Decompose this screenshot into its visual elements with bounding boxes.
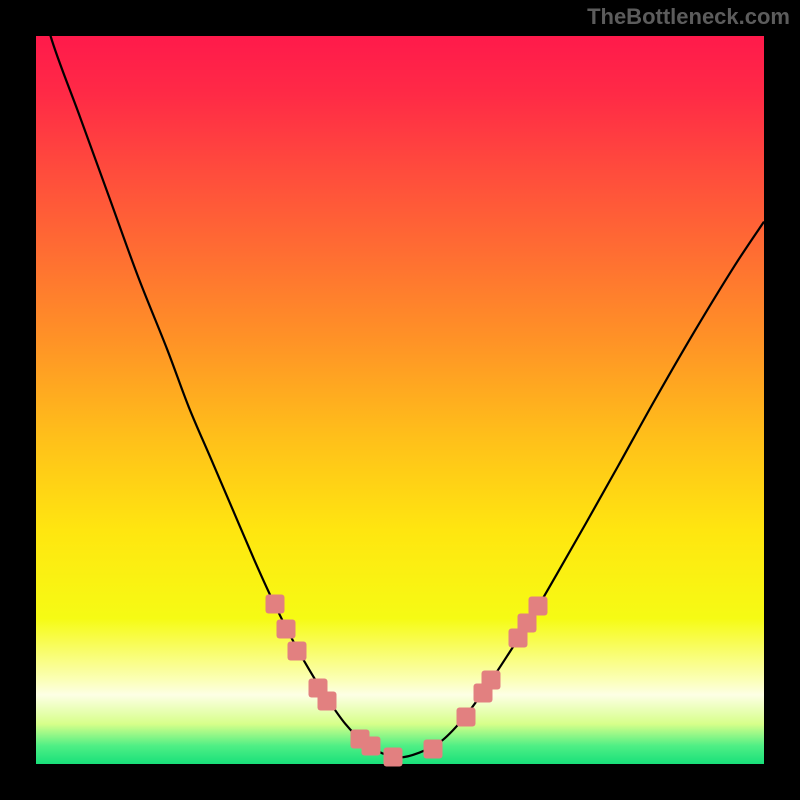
data-marker — [361, 736, 380, 755]
plot-area — [36, 36, 764, 764]
curve-path — [36, 0, 764, 757]
data-marker — [423, 740, 442, 759]
data-marker — [518, 613, 537, 632]
data-marker — [456, 707, 475, 726]
data-marker — [318, 691, 337, 710]
data-marker — [482, 670, 501, 689]
chart-container: TheBottleneck.com — [0, 0, 800, 800]
data-marker — [287, 642, 306, 661]
watermark-text: TheBottleneck.com — [587, 4, 790, 30]
data-marker — [529, 597, 548, 616]
bottleneck-curve — [36, 36, 764, 764]
data-marker — [383, 747, 402, 766]
data-marker — [265, 594, 284, 613]
data-marker — [276, 620, 295, 639]
